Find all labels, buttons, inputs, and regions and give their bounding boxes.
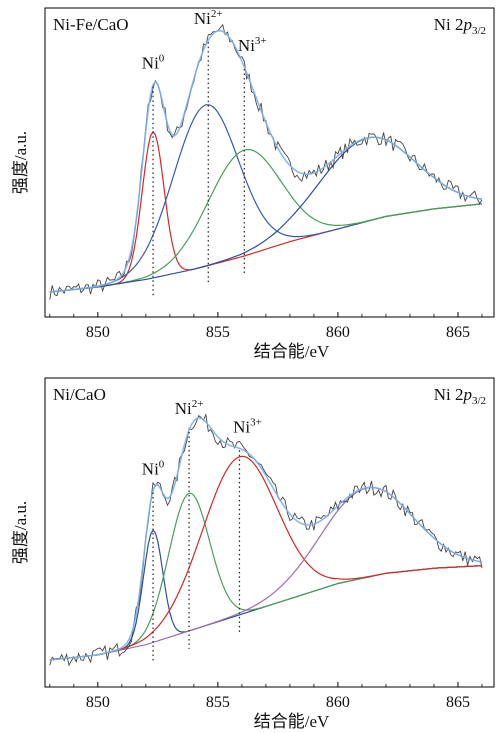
- panel-label: Ni/CaO: [53, 385, 106, 404]
- component-peak-2: [49, 104, 483, 293]
- x-axis-label: 结合能/eV: [254, 712, 330, 731]
- fit-envelope: [49, 29, 483, 293]
- peak-label: Ni3+: [233, 416, 262, 436]
- peak-label: Ni2+: [194, 8, 223, 28]
- x-tick-label: 860: [326, 324, 350, 341]
- x-tick-label: 865: [446, 324, 470, 341]
- region-label: Ni 2p3/2: [434, 385, 486, 407]
- plot-frame: [44, 7, 495, 318]
- x-tick-label: 855: [206, 324, 230, 341]
- panel-label: Ni-Fe/CaO: [53, 15, 129, 34]
- x-tick-label: 850: [86, 324, 110, 341]
- chart-panel-1: 850 855 860 865 结合能/eV 强度/a.u. Ni-Fe/CaO Ni 2p3…: [11, 7, 495, 361]
- x-axis-label: 结合能/eV: [254, 342, 330, 361]
- x-tick-label: 865: [446, 694, 470, 711]
- raw-spectrum: [49, 412, 483, 667]
- peak-label: Ni3+: [238, 35, 267, 55]
- raw-spectrum: [49, 23, 483, 300]
- y-axis-label: 强度/a.u.: [11, 501, 30, 564]
- peak-label: Ni0: [142, 459, 165, 479]
- x-tick-label: 855: [206, 694, 230, 711]
- y-axis-label: 强度/a.u.: [11, 131, 30, 194]
- chart-panel-2: 850 855 860 865 结合能/eV 强度/a.u. Ni/CaO Ni 2p3/2 N…: [11, 377, 495, 731]
- fit-envelope: [49, 417, 483, 661]
- component-peak-4: [49, 486, 483, 661]
- x-tick-label: 850: [86, 694, 110, 711]
- component-peak-2: [49, 492, 483, 661]
- plot-frame: [44, 377, 495, 688]
- x-tick-label: 860: [326, 694, 350, 711]
- component-peak-1: [49, 529, 483, 661]
- component-peak-3: [49, 455, 483, 661]
- peak-label: Ni2+: [175, 398, 204, 418]
- region-label: Ni 2p3/2: [434, 15, 486, 37]
- peak-label: Ni0: [142, 53, 165, 73]
